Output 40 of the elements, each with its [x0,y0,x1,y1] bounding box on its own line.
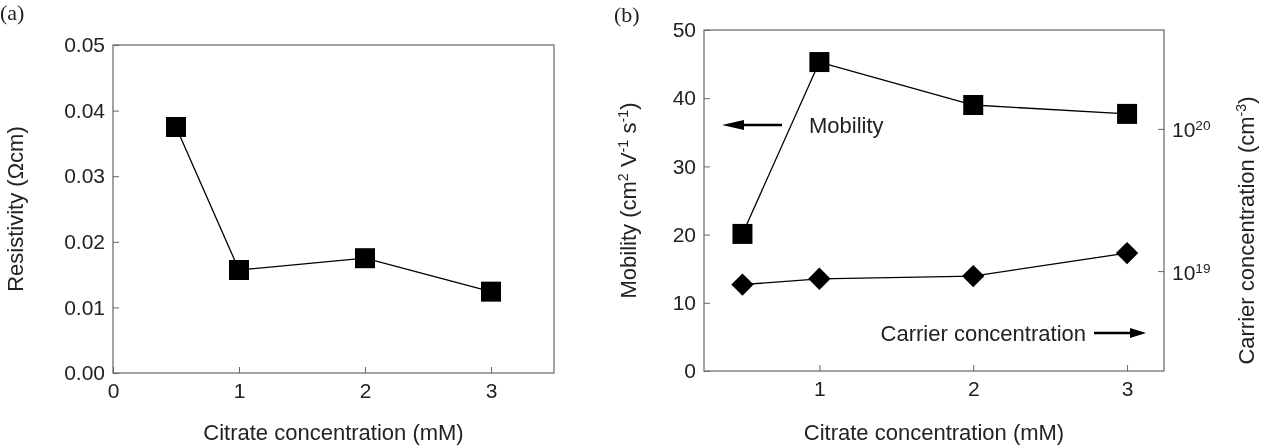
y-tick-label: 0 [684,359,696,383]
y-tick-label: 50 [672,18,696,42]
point [1115,241,1139,265]
point [808,267,831,290]
x-tick-label: 3 [1121,376,1134,400]
y-tick-label: 20 [672,222,696,246]
point [732,223,753,244]
y2-tick-label: 10$^{19}$ [1172,260,1211,284]
point [355,248,375,269]
y-tick-label: 10 [672,291,696,315]
point [481,281,501,302]
x-tick-label: 3 [485,378,498,402]
point [963,95,984,116]
y-tick-label: 0.00 [64,361,105,385]
point [962,264,985,288]
y-tick-label: 0.03 [64,164,105,188]
y2-tick-label: 10$^{20}$ [1172,117,1211,142]
point [731,273,754,296]
point [166,117,186,137]
x-tick-label: 1 [233,378,246,402]
y-axis-title: Resistivity (Ωcm) [3,126,28,292]
x-tick-label: 1 [814,376,826,400]
x-axis-title: Citrate concentration (mM) [803,420,1065,445]
point [809,52,830,73]
x-tick-label: 0 [107,378,120,402]
point [229,260,249,281]
y-tick-label: 0.02 [64,230,105,254]
x-tick-label: 2 [359,378,372,402]
series-label: Carrier concentration [880,321,1086,346]
y-tick-label: 0.04 [64,98,106,122]
y-tick-label: 30 [672,154,696,178]
x-tick-label: 2 [967,376,980,400]
legend-label: Mobility [809,113,884,138]
y-tick-label: 40 [672,86,696,110]
point [1117,103,1138,124]
chart-title: (a) [0,0,25,25]
x-axis-title: Citrate concentration (mM) [203,420,464,445]
chart-title: (b) [614,2,640,27]
y-tick-label: 0.01 [64,295,105,319]
y-tick-label: 0.05 [64,33,105,57]
